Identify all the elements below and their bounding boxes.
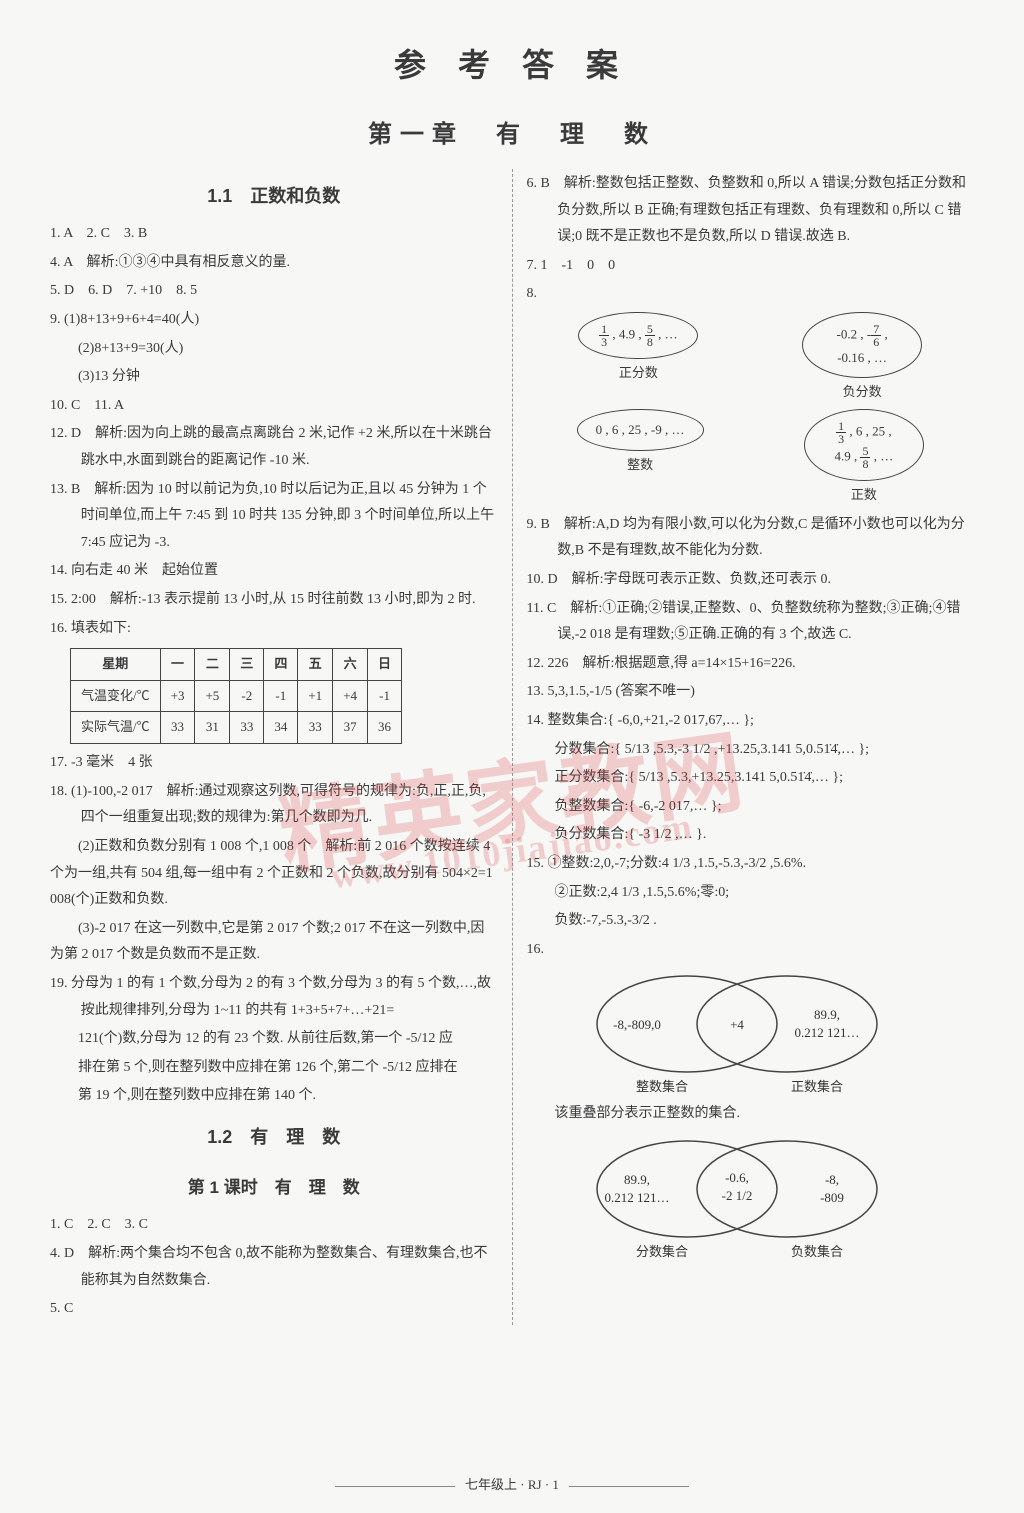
answer-b5: 5. C (50, 1296, 498, 1323)
venn-svg-2: 89.9, 0.212 121… -0.6, -2 1/2 -8, -809 分… (567, 1134, 907, 1264)
answer-13: 13. B 解析:因为 10 时以前记为负,10 时以后记为正,且以 45 分钟… (50, 477, 498, 557)
answer-c14-negfrac: 负分数集合:{ -3 1/2 ,… }. (527, 822, 975, 849)
venn1-right-label: 正数集合 (790, 1079, 842, 1094)
svg-text:分数集合: 分数集合 (635, 1244, 687, 1259)
venn-diagram-1: -8,-809,0 +4 89.9, 0.212 121… 整数集合 正数集合 (567, 969, 975, 1099)
answer-b4: 4. D 解析:两个集合均不包含 0,故不能称为整数集合、有理数集合,也不能称其… (50, 1241, 498, 1294)
lesson-1-title: 第 1 课时 有 理 数 (50, 1172, 498, 1204)
answer-c10: 10. D 解析:字母既可表示正数、负数,还可表示 0. (527, 567, 975, 594)
oval-content: -0.2 , -76 ,-0.16 , … (802, 312, 922, 379)
answer-c14-frac: 分数集合:{ 5/13 ,5.3,-3 1/2 ,+13.25,3.141 5,… (527, 737, 975, 764)
answer-4: 4. A 解析:①③④中具有相反意义的量. (50, 250, 498, 277)
answer-1-3: 1. A 2. C 3. B (50, 221, 498, 248)
oval-content: 13 , 4.9 , 58 , … (578, 312, 698, 359)
answer-17: 17. -3 毫米 4 张 (50, 750, 498, 777)
answer-b1-3: 1. C 2. C 3. C (50, 1212, 498, 1239)
left-column: 1.1 正数和负数 1. A 2. C 3. B 4. A 解析:①③④中具有相… (50, 169, 510, 1325)
answer-c16: 16. (527, 937, 975, 964)
answer-c6: 6. B 解析:整数包括正整数、负整数和 0,所以 A 错误;分数包括正分数和负… (527, 171, 975, 251)
section-1-1-title: 1.1 正数和负数 (50, 179, 498, 213)
temperature-table: 星期 一 二 三 四 五 六 日 气温变化/℃ +3 +5 -2 -1 +1 +… (70, 648, 402, 744)
oval-neg-fraction: -0.2 , -76 ,-0.16 , … 负分数 (802, 312, 922, 405)
chapter-title: 第一章 有 理 数 (50, 114, 974, 149)
answer-c13: 13. 5,3,1.5,-1/5 (答案不唯一) (527, 679, 975, 706)
svg-text:0.212 121…: 0.212 121… (604, 1190, 669, 1205)
oval-positives: 13 , 6 , 25 , 4.9 , 58 , … 正数 (804, 409, 924, 508)
answer-c8: 8. (527, 281, 975, 308)
answer-9-1: 9. (1)8+13+9+6+4=40(人) (50, 307, 498, 334)
svg-text:-0.6,: -0.6, (725, 1170, 749, 1185)
table-header-row: 星期 一 二 三 四 五 六 日 (71, 649, 402, 681)
answer-18-1: 18. (1)-100,-2 017 解析:通过观察这列数,可得符号的规律为:负… (50, 779, 498, 832)
section-1-2-title: 1.2 有 理 数 (50, 1120, 498, 1154)
answer-19-3: 排在第 5 个,则在整列数中应排在第 126 个,第二个 -5/12 应排在 (50, 1055, 498, 1082)
answer-c14-negint: 负整数集合:{ -6,-2 017,… }; (527, 794, 975, 821)
svg-text:-8,: -8, (824, 1172, 838, 1187)
answer-c12: 12. 226 解析:根据题意,得 a=14×15+16=226. (527, 651, 975, 678)
venn1-center-text: +4 (730, 1017, 744, 1032)
venn1-right-text-1: 89.9, (814, 1007, 840, 1022)
venn1-caption: 该重叠部分表示正整数的集合. (527, 1101, 975, 1128)
answer-c14-posfrac: 正分数集合:{ 5/13 ,5.3,+13.25,3.141 5,0.51̇4̇… (527, 765, 975, 792)
venn-svg-1: -8,-809,0 +4 89.9, 0.212 121… 整数集合 正数集合 (567, 969, 907, 1099)
venn1-left-label: 整数集合 (635, 1079, 687, 1094)
answer-c7: 7. 1 -1 0 0 (527, 253, 975, 280)
answer-16-intro: 16. 填表如下: (50, 616, 498, 643)
answer-19-2: 121(个)数,分母为 12 的有 23 个数. 从前往后数,第一个 -5/12… (50, 1026, 498, 1053)
answer-c14-int: 14. 整数集合:{ -6,0,+21,-2 017,67,… }; (527, 708, 975, 735)
svg-text:负数集合: 负数集合 (790, 1244, 842, 1259)
right-column: 6. B 解析:整数包括正整数、负整数和 0,所以 A 错误;分数包括正分数和负… (515, 169, 975, 1325)
answer-12: 12. D 解析:因为向上跳的最高点离跳台 2 米,记作 +2 米,所以在十米跳… (50, 421, 498, 474)
svg-text:89.9,: 89.9, (624, 1172, 650, 1187)
answer-c9: 9. B 解析:A,D 均为有限小数,可以化为分数,C 是循环小数也可以化为分数… (527, 512, 975, 565)
column-divider (512, 169, 513, 1325)
answer-19-4: 第 19 个,则在整列数中应排在第 140 个. (50, 1083, 498, 1110)
main-title: 参 考 答 案 (50, 40, 974, 86)
answer-18-2: (2)正数和负数分别有 1 008 个,1 008 个 解析:前 2 016 个… (50, 834, 498, 914)
answer-c15-1: 15. ①整数:2,0,-7;分数:4 1/3 ,1.5,-5.3,-3/2 ,… (527, 851, 975, 878)
th-day: 星期 (71, 649, 161, 681)
venn1-left-text: -8,-809,0 (613, 1017, 661, 1032)
venn1-right-text-2: 0.212 121… (794, 1025, 859, 1040)
svg-text:-809: -809 (820, 1190, 844, 1205)
answer-c15-2: ②正数:2,4 1/3 ,1.5,5.6%;零:0; (527, 880, 975, 907)
oval-integers: 0 , 6 , 25 , -9 , … 整数 (577, 409, 704, 508)
answer-18-3: (3)-2 017 在这一列数中,它是第 2 017 个数;2 017 不在这一… (50, 916, 498, 969)
oval-row-1: 13 , 4.9 , 58 , … 正分数 -0.2 , -76 ,-0.16 … (527, 312, 975, 405)
table-row-change: 气温变化/℃ +3 +5 -2 -1 +1 +4 -1 (71, 680, 402, 712)
answer-19-1: 19. 分母为 1 的有 1 个数,分母为 2 的有 3 个数,分母为 3 的有… (50, 971, 498, 1024)
answer-5-8: 5. D 6. D 7. +10 8. 5 (50, 278, 498, 305)
answer-10-11: 10. C 11. A (50, 393, 498, 420)
answer-key-page: 参 考 答 案 第一章 有 理 数 1.1 正数和负数 1. A 2. C 3.… (0, 0, 1024, 1513)
two-column-layout: 1.1 正数和负数 1. A 2. C 3. B 4. A 解析:①③④中具有相… (50, 169, 974, 1325)
venn-diagram-2: 89.9, 0.212 121… -0.6, -2 1/2 -8, -809 分… (567, 1134, 975, 1264)
answer-14: 14. 向右走 40 米 起始位置 (50, 558, 498, 585)
table-row-actual: 实际气温/℃ 33 31 33 34 33 37 36 (71, 712, 402, 744)
answer-9-2: (2)8+13+9=30(人) (50, 336, 498, 363)
answer-c11: 11. C 解析:①正确;②错误,正整数、0、负整数统称为整数;③正确;④错误,… (527, 596, 975, 649)
page-footer: 七年级上 · RJ · 1 (0, 1474, 1024, 1493)
oval-content: 13 , 6 , 25 , 4.9 , 58 , … (804, 409, 924, 481)
svg-text:-2 1/2: -2 1/2 (721, 1188, 752, 1203)
answer-9-3: (3)13 分钟 (50, 364, 498, 391)
answer-c15-3: 负数:-7,-5.3,-3/2 . (527, 908, 975, 935)
answer-15: 15. 2:00 解析:-13 表示提前 13 小时,从 15 时往前数 13 … (50, 587, 498, 614)
oval-row-2: 0 , 6 , 25 , -9 , … 整数 13 , 6 , 25 , 4.9… (527, 409, 975, 508)
oval-pos-fraction: 13 , 4.9 , 58 , … 正分数 (578, 312, 698, 405)
